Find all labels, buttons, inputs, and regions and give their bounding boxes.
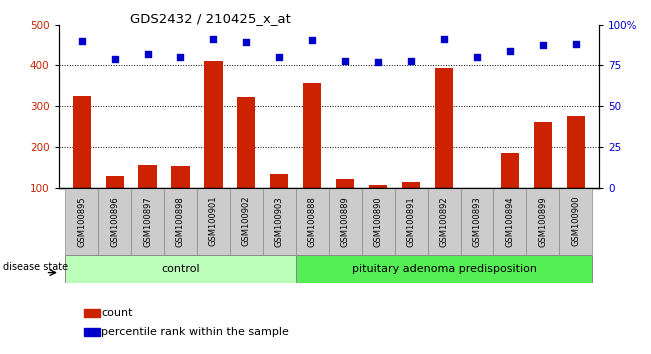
Bar	[230, 188, 263, 255]
Bar	[164, 188, 197, 255]
Point	[109, 57, 120, 62]
Bar	[296, 188, 329, 255]
Point	[274, 55, 284, 60]
Text: GSM100894: GSM100894	[505, 196, 514, 247]
Text: pituitary adenoma predisposition: pituitary adenoma predisposition	[352, 264, 536, 274]
Point	[76, 38, 87, 44]
Bar	[559, 188, 592, 255]
Point	[472, 54, 482, 59]
Bar	[493, 188, 527, 255]
Text: control: control	[161, 264, 200, 274]
Text: GSM100892: GSM100892	[439, 196, 449, 247]
Bar	[395, 188, 428, 255]
Bar	[65, 188, 98, 255]
Bar	[105, 176, 124, 188]
Point	[340, 58, 350, 64]
Text: GSM100901: GSM100901	[209, 196, 218, 246]
Bar	[428, 188, 460, 255]
Bar	[534, 122, 552, 188]
Point	[406, 58, 417, 64]
Text: GSM100898: GSM100898	[176, 196, 185, 247]
Point	[208, 36, 219, 42]
Bar	[527, 188, 559, 255]
Text: GSM100893: GSM100893	[473, 196, 482, 247]
Text: GSM100890: GSM100890	[374, 196, 383, 247]
Point	[241, 39, 251, 45]
Bar	[139, 165, 157, 188]
Bar	[501, 153, 519, 188]
Bar	[369, 185, 387, 188]
Bar	[65, 255, 296, 283]
Bar	[296, 255, 592, 283]
Bar	[303, 84, 322, 188]
Bar	[204, 62, 223, 188]
Point	[143, 51, 153, 57]
Text: GDS2432 / 210425_x_at: GDS2432 / 210425_x_at	[130, 12, 291, 25]
Point	[175, 54, 186, 59]
Text: GSM100899: GSM100899	[538, 196, 547, 247]
Point	[307, 37, 318, 43]
Point	[571, 41, 581, 47]
Text: GSM100903: GSM100903	[275, 196, 284, 247]
Bar	[270, 174, 288, 188]
Text: GSM100891: GSM100891	[407, 196, 415, 247]
Point	[538, 42, 548, 48]
Bar	[402, 182, 420, 188]
Bar	[238, 97, 255, 188]
Point	[373, 59, 383, 65]
Bar	[131, 188, 164, 255]
Bar	[329, 188, 362, 255]
Bar	[263, 188, 296, 255]
Text: count: count	[101, 308, 132, 318]
Bar	[98, 188, 131, 255]
Bar	[73, 96, 90, 188]
Bar	[435, 68, 453, 188]
Text: GSM100902: GSM100902	[242, 196, 251, 246]
Bar	[460, 188, 493, 255]
Bar	[336, 179, 354, 188]
Point	[505, 48, 515, 54]
Text: disease state: disease state	[3, 262, 68, 272]
Text: percentile rank within the sample: percentile rank within the sample	[101, 327, 289, 337]
Text: GSM100895: GSM100895	[77, 196, 86, 247]
Text: GSM100888: GSM100888	[308, 196, 317, 247]
Text: GSM100896: GSM100896	[110, 196, 119, 247]
Bar	[362, 188, 395, 255]
Text: GSM100889: GSM100889	[340, 196, 350, 247]
Bar	[171, 166, 189, 188]
Text: GSM100900: GSM100900	[572, 196, 580, 246]
Bar	[197, 188, 230, 255]
Point	[439, 36, 449, 42]
Bar	[567, 116, 585, 188]
Text: GSM100897: GSM100897	[143, 196, 152, 247]
